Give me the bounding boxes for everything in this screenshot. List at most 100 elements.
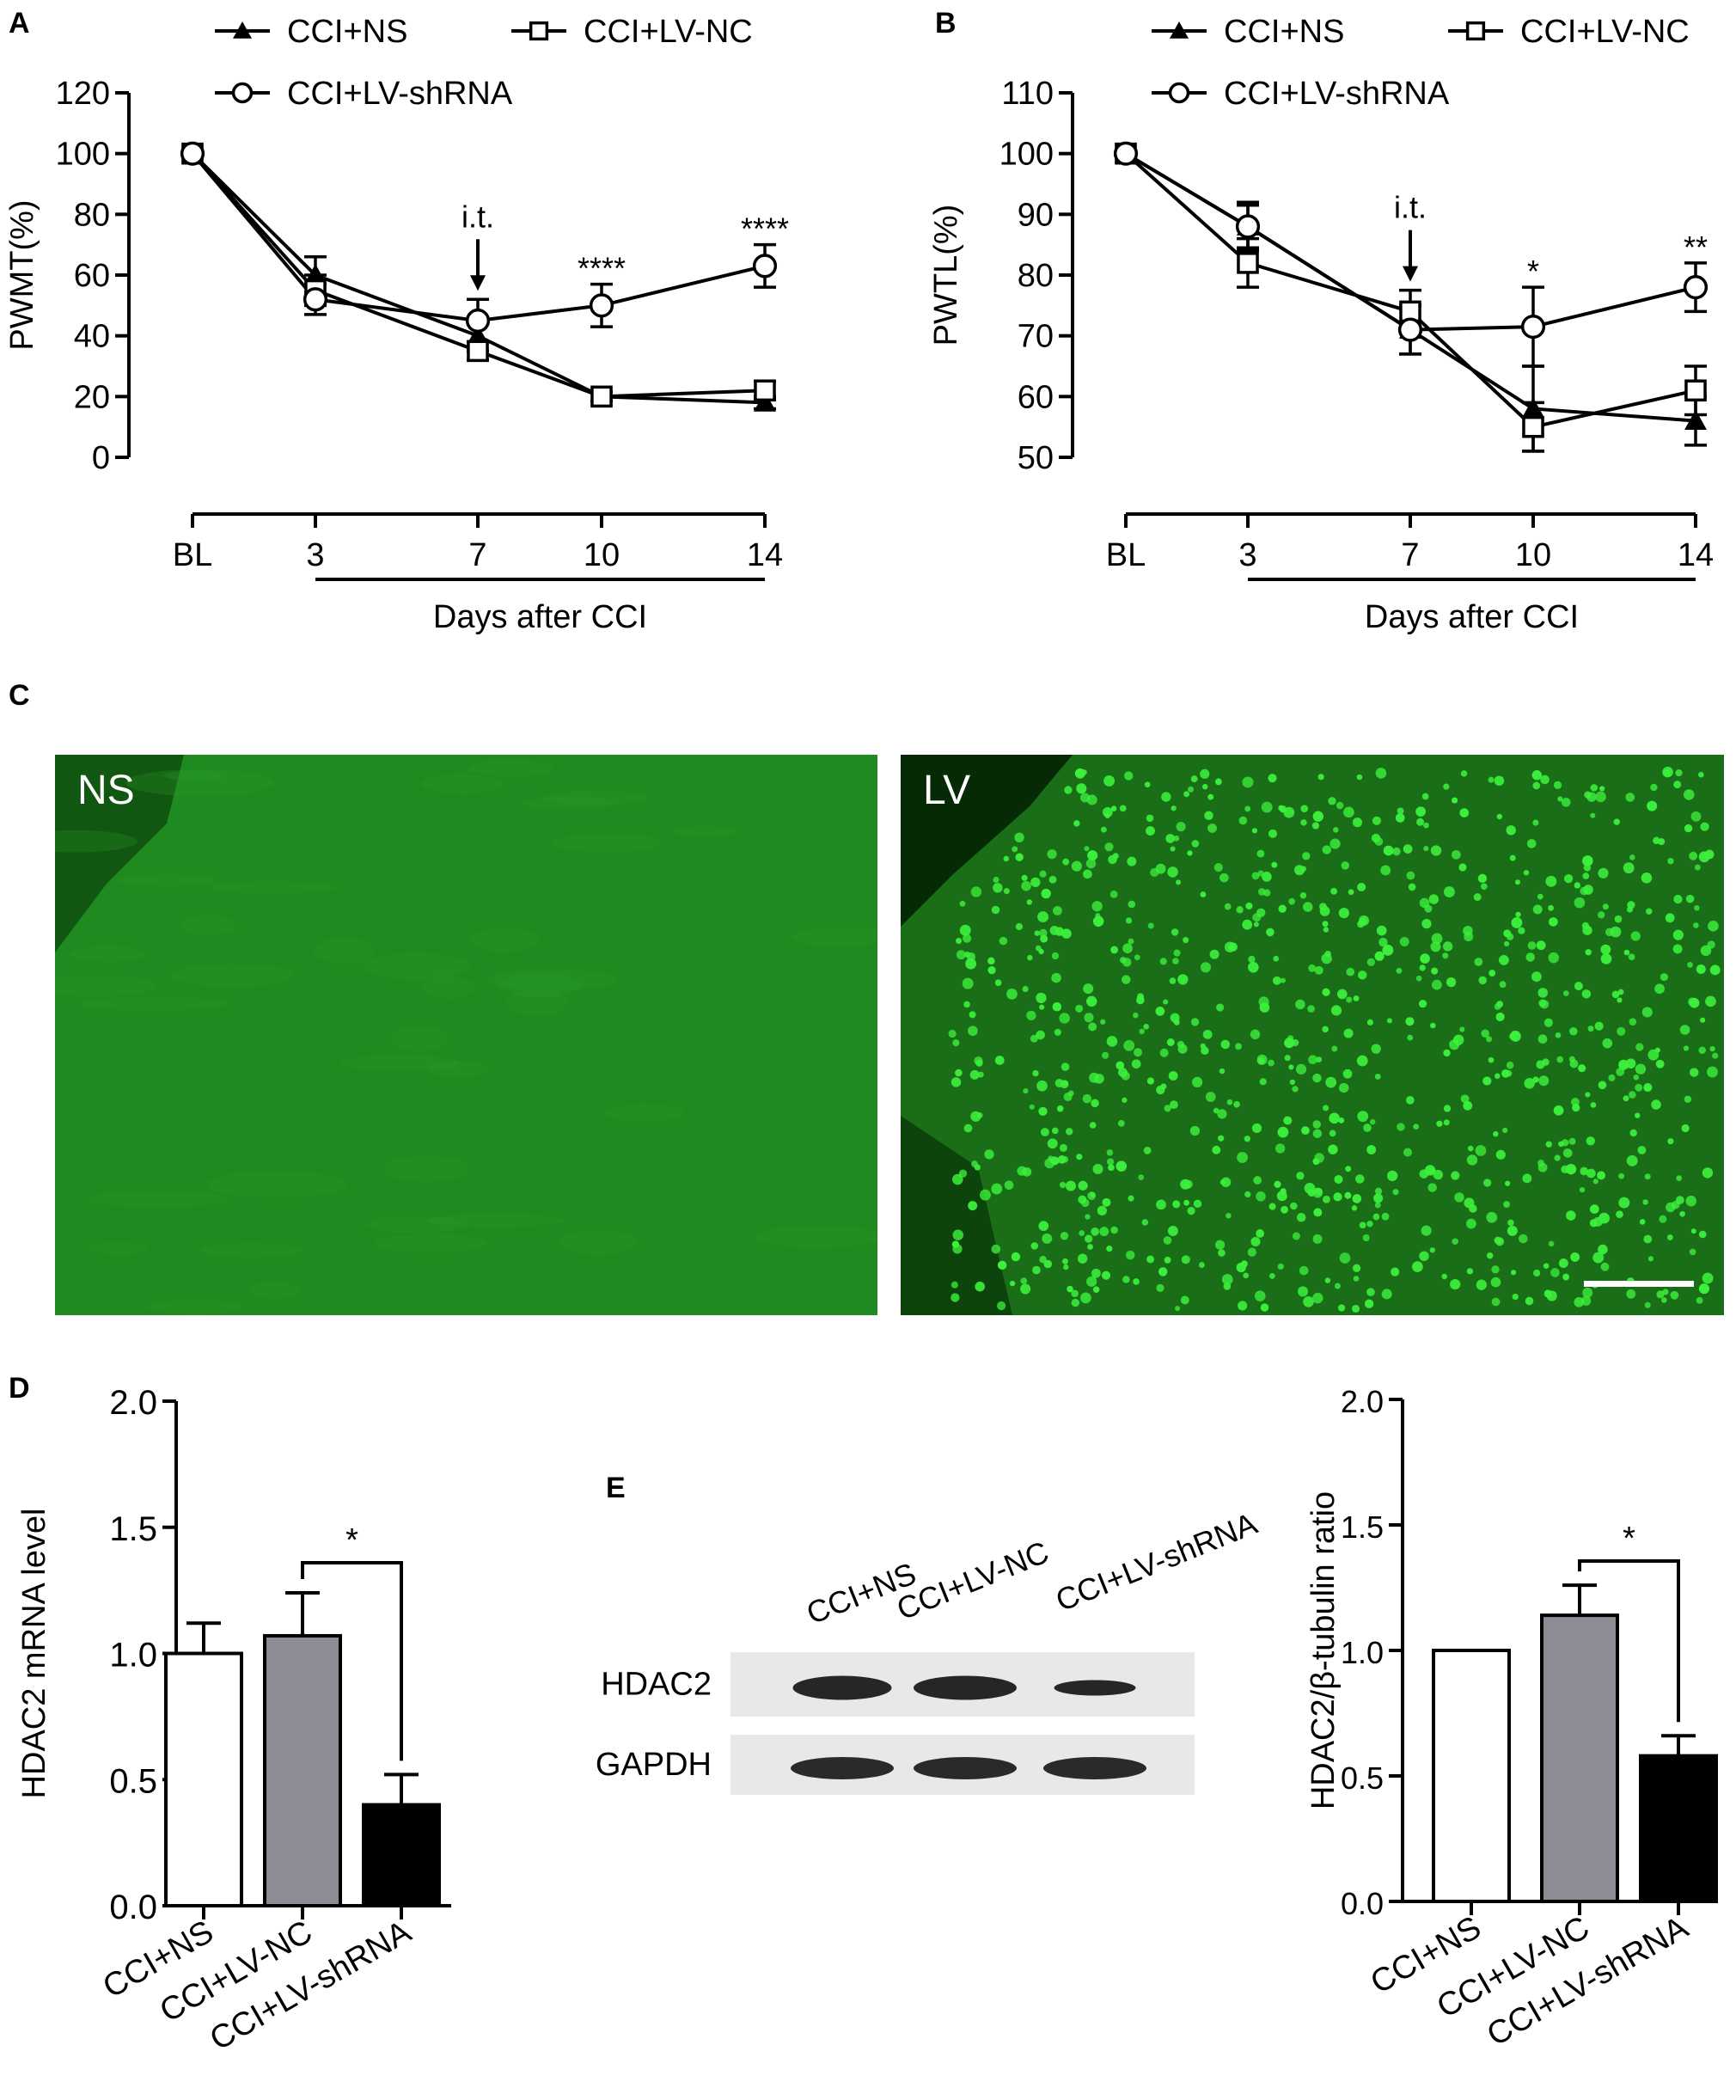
- micrograph-lv-cell-298: [1038, 1106, 1048, 1117]
- micrograph-lv-cell-596: [1480, 883, 1488, 891]
- chart-b-x-tick-label-3: 10: [1515, 537, 1551, 573]
- micrograph-lv-cell-832: [1539, 1000, 1550, 1009]
- micrograph-lv-cell-461: [1507, 1219, 1514, 1227]
- micrograph-lv-cell-39: [1134, 1048, 1142, 1057]
- micrograph-lv-cell-725: [1464, 932, 1474, 942]
- micrograph-lv-cell-174: [1696, 964, 1706, 975]
- panel-label-b: B: [935, 7, 957, 40]
- micrograph-lv-cell-657: [1667, 858, 1674, 865]
- micrograph-lv-cell-111: [1308, 1055, 1317, 1065]
- chart-a-x-tick-label-1: 3: [306, 537, 324, 573]
- micrograph-lv-cell-791: [1396, 967, 1403, 974]
- micrograph-lv-cell-810: [1662, 1289, 1669, 1295]
- micrograph-lv-cell-181: [1565, 1163, 1577, 1175]
- micrograph-lv-cell-393: [1063, 1264, 1069, 1270]
- micrograph-lv-cell-640: [1201, 1046, 1209, 1056]
- micrograph-lv-cell-218: [1314, 965, 1323, 975]
- micrograph-ns-texture-23: [506, 988, 567, 1016]
- micrograph-lv-cell-702: [1233, 1100, 1240, 1108]
- micrograph-lv-cell-897: [996, 1301, 1006, 1311]
- micrograph-lv-cell-764: [1307, 1189, 1316, 1197]
- line-chart-pwmt: CCI+NS CCI+LV-NC CCI+LV-shRNA 0 20 40 60 80 100 1…: [4, 14, 789, 635]
- micrograph-lv-cell-729: [1079, 1230, 1085, 1236]
- micrograph-lv-cell-890: [951, 1281, 958, 1289]
- micrograph-lv-cell-31: [1580, 1166, 1589, 1176]
- micrograph-lv-cell-212: [1482, 1179, 1492, 1187]
- chart-a-y-tick-label-1: 20: [74, 379, 110, 415]
- chart-b-legend-marker-2: [1168, 82, 1190, 104]
- micrograph-lv-cell-844: [1287, 1035, 1294, 1042]
- micrograph-lv-cell-192: [1700, 1017, 1706, 1023]
- micrograph-lv-cell-773: [1079, 1292, 1091, 1304]
- micrograph-lv-cell-107: [1696, 1296, 1703, 1304]
- micrograph-ns-texture-22: [248, 1282, 301, 1300]
- chart-a-arrow-head: [470, 275, 486, 291]
- chart-a-point-1-3: [590, 385, 613, 408]
- micrograph-lv-cell-250: [1690, 1228, 1696, 1234]
- micrograph-lv-cell-762: [1279, 805, 1287, 813]
- micrograph-lv-cell-750: [1531, 770, 1543, 781]
- micrograph-lv-cell-462: [1333, 1192, 1342, 1202]
- micrograph-lv-cell-520: [1443, 1049, 1451, 1057]
- micrograph-ns-texture-17: [208, 881, 337, 894]
- chart-b-legend-label-0: CCI+NS: [1224, 14, 1344, 50]
- micrograph-lv-cell-141: [1170, 1100, 1178, 1110]
- micrograph-lv-cell-91: [1586, 1168, 1596, 1179]
- micrograph-lv-cell-397: [1133, 1012, 1139, 1019]
- micrograph-lv-cell-849: [1522, 1173, 1532, 1184]
- micrograph-lv-cell-274: [1574, 1297, 1585, 1307]
- micrograph-lv-cell-38: [1302, 852, 1311, 860]
- micrograph-lv-cell-256: [1323, 927, 1330, 933]
- micrograph-ns-texture-21: [170, 964, 294, 987]
- micrograph-ns-texture-20: [468, 760, 554, 777]
- chart-a-point-1-4: [754, 379, 776, 402]
- micrograph-lv-cell-507: [1171, 928, 1179, 936]
- micrograph-lv-cell-365: [1244, 1136, 1250, 1142]
- micrograph-lv-cell-140: [1676, 1175, 1682, 1181]
- micrograph-lv-cell-176: [1705, 995, 1716, 1007]
- micrograph-lv-cell-315: [1482, 1076, 1492, 1086]
- chart-b-y-tick-label-0: 50: [1018, 440, 1054, 476]
- micrograph-lv-cell-455: [1052, 1001, 1062, 1012]
- micrograph-lv-cell-877: [1374, 1187, 1383, 1195]
- micrograph-lv-cell-476: [997, 1260, 1007, 1270]
- chart-b-point-2-4: [1683, 275, 1708, 300]
- micrograph-ns-texture-36: [605, 1105, 685, 1122]
- micrograph-lv-cell-703: [1397, 807, 1404, 815]
- micrograph-lv-cell-885: [1300, 819, 1307, 826]
- micrograph-lv-cell-794: [1091, 901, 1103, 912]
- micrograph-lv-cell-407: [1499, 981, 1507, 989]
- chart-d-bar-1: [263, 1633, 342, 1907]
- micrograph-lv-cell-733: [1141, 1219, 1149, 1226]
- micrograph-lv-cell-367: [1600, 953, 1612, 964]
- micrograph-lv-cell-143: [1131, 1059, 1141, 1069]
- micrograph-lv-cell-472: [1647, 1049, 1660, 1061]
- micrograph-lv-cell-402: [1708, 921, 1719, 932]
- micrograph-ns-texture-4: [553, 834, 663, 853]
- micrograph-lv-cell-630: [1366, 1288, 1375, 1297]
- micrograph-lv-cell-289: [1036, 1080, 1048, 1092]
- micrograph-lv-cell-489: [1250, 1029, 1261, 1040]
- micrograph-lv-cell-697: [1122, 975, 1131, 984]
- micrograph-lv-cell-678: [1104, 842, 1114, 852]
- micrograph-lv-cell-511: [1300, 805, 1309, 813]
- micrograph-lv-cell-523: [1095, 912, 1101, 919]
- micrograph-lv-cell-646: [1164, 1256, 1171, 1264]
- micrograph-lv-cell-527: [1059, 1143, 1067, 1152]
- micrograph-lv-cell-544: [1087, 1244, 1093, 1250]
- micrograph-lv-cell-508: [1450, 1278, 1461, 1290]
- micrograph-lv-cell-545: [1372, 816, 1381, 825]
- micrograph-lv-cell-714: [1433, 1169, 1443, 1180]
- chart-a-point-2-4: [752, 254, 778, 279]
- micrograph-lv-cell-541: [1463, 1100, 1473, 1111]
- micrograph-lv-cell-816: [1134, 954, 1140, 961]
- micrograph-lv-cell-134: [1654, 983, 1665, 995]
- micrograph-lv-cell-123: [1336, 989, 1348, 1000]
- micrograph-lv-cell-727: [1556, 1056, 1564, 1063]
- micrograph-lv-cell-11: [1683, 1045, 1690, 1051]
- micrograph-lv-cell-379: [1020, 1283, 1031, 1295]
- micrograph-lv-cell-424: [1163, 1236, 1172, 1245]
- micrograph-lv-cell-279: [1036, 992, 1047, 1004]
- chart-b-point-2-2: [1397, 317, 1423, 342]
